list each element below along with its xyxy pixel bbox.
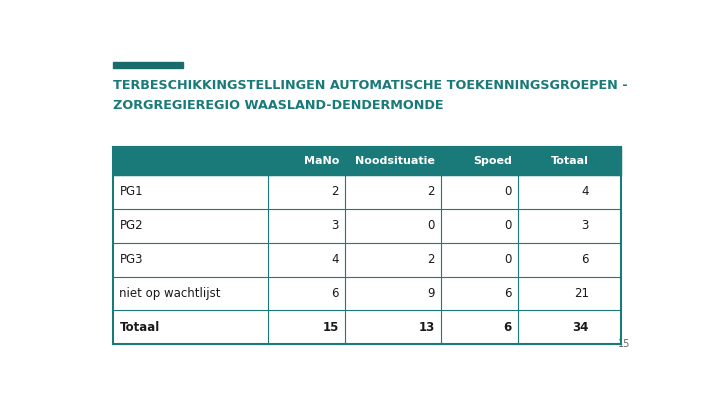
Text: Totaal: Totaal xyxy=(120,321,160,334)
Text: PG3: PG3 xyxy=(120,253,143,266)
Text: 21: 21 xyxy=(574,287,589,300)
Text: 4: 4 xyxy=(331,253,339,266)
Bar xyxy=(113,147,621,344)
Text: 0: 0 xyxy=(427,219,434,232)
Text: Noodsituatie: Noodsituatie xyxy=(354,156,434,166)
Text: 13: 13 xyxy=(418,321,434,334)
Text: 2: 2 xyxy=(331,185,339,198)
Text: 15: 15 xyxy=(618,339,630,349)
Text: 15: 15 xyxy=(323,321,339,334)
Text: PG1: PG1 xyxy=(120,185,143,198)
Text: 0: 0 xyxy=(504,219,512,232)
Text: 2: 2 xyxy=(427,253,434,266)
Bar xyxy=(113,147,621,175)
Bar xyxy=(113,243,621,277)
Text: 6: 6 xyxy=(503,321,512,334)
Text: 3: 3 xyxy=(332,219,339,232)
Text: 0: 0 xyxy=(504,253,512,266)
Bar xyxy=(113,277,621,310)
Text: 34: 34 xyxy=(572,321,589,334)
Text: TERBESCHIKKINGSTELLINGEN AUTOMATISCHE TOEKENNINGSGROEPEN -: TERBESCHIKKINGSTELLINGEN AUTOMATISCHE TO… xyxy=(113,79,628,92)
Text: 0: 0 xyxy=(504,185,512,198)
Text: 2: 2 xyxy=(427,185,434,198)
Text: Totaal: Totaal xyxy=(551,156,589,166)
Text: 9: 9 xyxy=(427,287,434,300)
Bar xyxy=(113,175,621,209)
Text: 4: 4 xyxy=(581,185,589,198)
Bar xyxy=(113,310,621,344)
Text: ZORGREGIEREGIO WAASLAND-DENDERMONDE: ZORGREGIEREGIO WAASLAND-DENDERMONDE xyxy=(113,99,444,112)
Text: niet op wachtlijst: niet op wachtlijst xyxy=(120,287,221,300)
Text: MaNo: MaNo xyxy=(304,156,339,166)
Text: 6: 6 xyxy=(504,287,512,300)
Bar xyxy=(113,62,183,68)
Bar xyxy=(113,209,621,243)
Text: 6: 6 xyxy=(331,287,339,300)
Text: 6: 6 xyxy=(581,253,589,266)
Text: 3: 3 xyxy=(582,219,589,232)
Text: Spoed: Spoed xyxy=(473,156,512,166)
Text: PG2: PG2 xyxy=(120,219,143,232)
